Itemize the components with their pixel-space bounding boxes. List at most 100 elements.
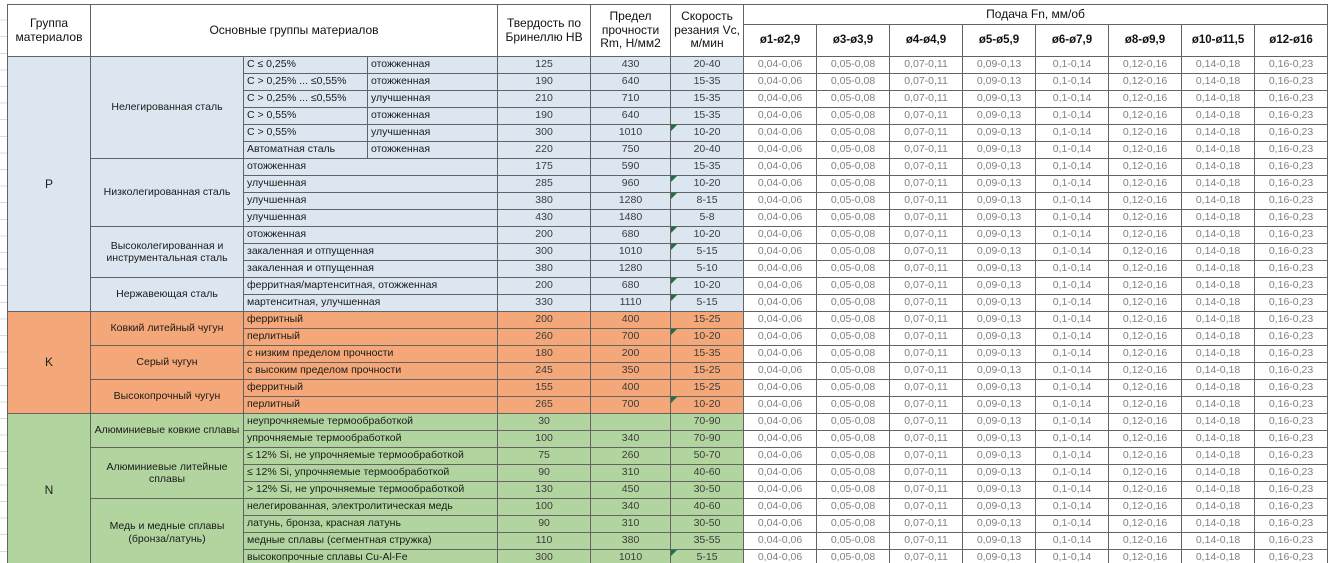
hb-cell[interactable]: 380 <box>497 260 592 278</box>
feed-cell[interactable]: 0,1-0,14 <box>1035 243 1110 261</box>
feed-cell[interactable]: 0,1-0,14 <box>1035 277 1110 295</box>
feed-cell[interactable]: 0,14-0,18 <box>1181 396 1256 414</box>
vc-cell[interactable]: 5-15 <box>670 243 745 261</box>
feed-cell[interactable]: 0,12-0,16 <box>1108 464 1183 482</box>
feed-cell[interactable]: 0,12-0,16 <box>1108 379 1183 397</box>
header-main-groups[interactable]: Основные группы материалов <box>89 4 499 57</box>
feed-cell[interactable]: 0,07-0,11 <box>889 515 964 533</box>
condition-cell[interactable]: ферритная/мартенситная, отожженная <box>242 277 499 295</box>
feed-cell[interactable]: 0,16-0,23 <box>1254 362 1329 380</box>
feed-cell[interactable]: 0,16-0,23 <box>1254 430 1329 448</box>
material-cell[interactable]: Нержавеющая сталь <box>90 277 244 312</box>
feed-cell[interactable]: 0,12-0,16 <box>1108 362 1183 380</box>
feed-cell[interactable]: 0,12-0,16 <box>1108 294 1183 312</box>
vc-cell[interactable]: 5-15 <box>670 294 745 312</box>
feed-cell[interactable]: 0,09-0,13 <box>962 515 1037 533</box>
feed-cell[interactable]: 0,07-0,11 <box>889 362 964 380</box>
vc-cell[interactable]: 15-35 <box>670 158 745 176</box>
rm-cell[interactable]: 680 <box>590 226 672 244</box>
vc-cell[interactable]: 10-20 <box>670 175 745 193</box>
feed-cell[interactable]: 0,1-0,14 <box>1035 124 1110 142</box>
feed-cell[interactable]: 0,07-0,11 <box>889 192 964 210</box>
vc-cell[interactable]: 10-20 <box>670 226 745 244</box>
feed-cell[interactable]: 0,09-0,13 <box>962 56 1037 74</box>
feed-cell[interactable]: 0,14-0,18 <box>1181 447 1256 465</box>
feed-cell[interactable]: 0,1-0,14 <box>1035 209 1110 227</box>
feed-cell[interactable]: 0,07-0,11 <box>889 73 964 91</box>
feed-cell[interactable]: 0,14-0,18 <box>1181 294 1256 312</box>
feed-cell[interactable]: 0,14-0,18 <box>1181 90 1256 108</box>
feed-cell[interactable]: 0,09-0,13 <box>962 379 1037 397</box>
rm-cell[interactable]: 640 <box>590 73 672 91</box>
feed-cell[interactable]: 0,1-0,14 <box>1035 515 1110 533</box>
feed-cell[interactable]: 0,04-0,06 <box>743 498 818 516</box>
header-dia-8[interactable]: ø12-ø16 <box>1254 24 1329 57</box>
rm-cell[interactable]: 380 <box>590 532 672 550</box>
feed-cell[interactable]: 0,09-0,13 <box>962 481 1037 499</box>
feed-cell[interactable]: 0,14-0,18 <box>1181 464 1256 482</box>
condition-cell[interactable]: неупрочняемые термообработкой <box>242 413 499 431</box>
feed-cell[interactable]: 0,14-0,18 <box>1181 73 1256 91</box>
feed-cell[interactable]: 0,1-0,14 <box>1035 107 1110 125</box>
feed-cell[interactable]: 0,1-0,14 <box>1035 90 1110 108</box>
feed-cell[interactable]: 0,1-0,14 <box>1035 328 1110 346</box>
state-cell[interactable]: отожженная <box>366 56 499 74</box>
feed-cell[interactable]: 0,04-0,06 <box>743 243 818 261</box>
feed-cell[interactable]: 0,1-0,14 <box>1035 532 1110 550</box>
feed-cell[interactable]: 0,04-0,06 <box>743 379 818 397</box>
rm-cell[interactable]: 1010 <box>590 243 672 261</box>
condition-cell[interactable]: ферритный <box>242 379 499 397</box>
feed-cell[interactable]: 0,09-0,13 <box>962 413 1037 431</box>
feed-cell[interactable]: 0,07-0,11 <box>889 464 964 482</box>
hb-cell[interactable]: 180 <box>497 345 592 363</box>
feed-cell[interactable]: 0,16-0,23 <box>1254 311 1329 329</box>
rm-cell[interactable]: 590 <box>590 158 672 176</box>
feed-cell[interactable]: 0,14-0,18 <box>1181 515 1256 533</box>
feed-cell[interactable]: 0,14-0,18 <box>1181 107 1256 125</box>
condition-cell[interactable]: > 12% Si, не упрочняемые термообработкой <box>242 481 499 499</box>
feed-cell[interactable]: 0,16-0,23 <box>1254 243 1329 261</box>
rm-cell[interactable]: 200 <box>590 345 672 363</box>
rm-cell[interactable]: 260 <box>590 447 672 465</box>
feed-cell[interactable]: 0,05-0,08 <box>816 226 891 244</box>
feed-cell[interactable]: 0,09-0,13 <box>962 141 1037 159</box>
hb-cell[interactable]: 90 <box>497 464 592 482</box>
vc-cell[interactable]: 10-20 <box>670 124 745 142</box>
hb-cell[interactable]: 155 <box>497 379 592 397</box>
feed-cell[interactable]: 0,04-0,06 <box>743 294 818 312</box>
hb-cell[interactable]: 200 <box>497 277 592 295</box>
vc-cell[interactable]: 15-35 <box>670 73 745 91</box>
feed-cell[interactable]: 0,04-0,06 <box>743 277 818 295</box>
feed-cell[interactable]: 0,04-0,06 <box>743 56 818 74</box>
rm-cell[interactable]: 1110 <box>590 294 672 312</box>
feed-cell[interactable]: 0,09-0,13 <box>962 498 1037 516</box>
rm-cell[interactable]: 700 <box>590 328 672 346</box>
feed-cell[interactable]: 0,16-0,23 <box>1254 260 1329 278</box>
condition-cell[interactable]: с высоким пределом прочности <box>242 362 499 380</box>
feed-cell[interactable]: 0,09-0,13 <box>962 158 1037 176</box>
material-cell[interactable]: Алюминиевые ковкие сплавы <box>90 413 244 448</box>
feed-cell[interactable]: 0,05-0,08 <box>816 294 891 312</box>
rm-cell[interactable]: 710 <box>590 90 672 108</box>
feed-cell[interactable]: 0,1-0,14 <box>1035 311 1110 329</box>
feed-cell[interactable]: 0,04-0,06 <box>743 515 818 533</box>
feed-cell[interactable]: 0,07-0,11 <box>889 209 964 227</box>
feed-cell[interactable]: 0,05-0,08 <box>816 56 891 74</box>
feed-cell[interactable]: 0,04-0,06 <box>743 226 818 244</box>
feed-cell[interactable]: 0,05-0,08 <box>816 175 891 193</box>
rm-cell[interactable]: 1480 <box>590 209 672 227</box>
feed-cell[interactable]: 0,14-0,18 <box>1181 124 1256 142</box>
feed-cell[interactable]: 0,04-0,06 <box>743 328 818 346</box>
feed-cell[interactable]: 0,07-0,11 <box>889 277 964 295</box>
condition-cell[interactable]: отожженная <box>242 226 499 244</box>
feed-cell[interactable]: 0,14-0,18 <box>1181 328 1256 346</box>
feed-cell[interactable]: 0,16-0,23 <box>1254 175 1329 193</box>
feed-cell[interactable]: 0,09-0,13 <box>962 277 1037 295</box>
vc-cell[interactable]: 15-35 <box>670 107 745 125</box>
feed-cell[interactable]: 0,16-0,23 <box>1254 73 1329 91</box>
feed-cell[interactable]: 0,05-0,08 <box>816 430 891 448</box>
feed-cell[interactable]: 0,09-0,13 <box>962 175 1037 193</box>
feed-cell[interactable]: 0,1-0,14 <box>1035 498 1110 516</box>
feed-cell[interactable]: 0,05-0,08 <box>816 447 891 465</box>
feed-cell[interactable]: 0,07-0,11 <box>889 260 964 278</box>
